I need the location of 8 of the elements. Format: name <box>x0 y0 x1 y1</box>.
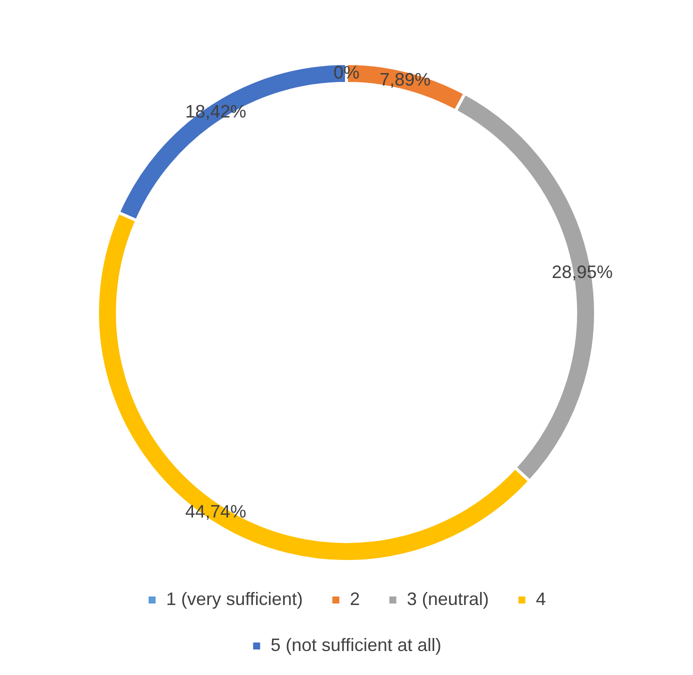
legend-label: 2 <box>350 588 360 609</box>
legend-label: 4 <box>536 588 546 609</box>
legend-label: 5 (not sufficient at all) <box>270 634 442 655</box>
data-label: 7,89% <box>380 70 431 90</box>
legend-label: 1 (very sufficient) <box>166 588 303 609</box>
legend-label: 3 (neutral) <box>406 588 489 609</box>
data-label: 28,95% <box>552 262 613 282</box>
text: 0% <box>333 62 360 82</box>
